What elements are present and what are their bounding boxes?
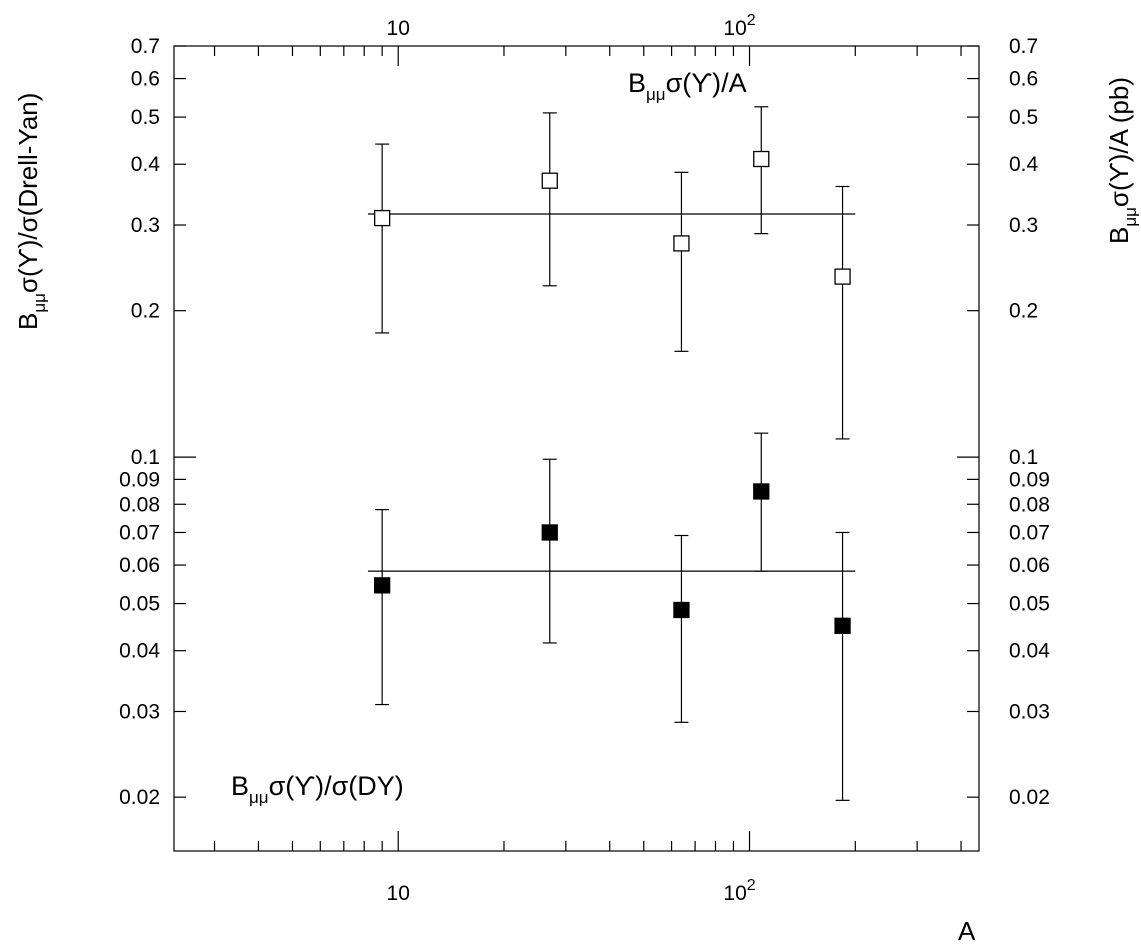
y-tick-label-right: 0.04 <box>1009 640 1050 663</box>
y-tick-label-left: 0.03 <box>119 700 160 723</box>
x-tick-label-top: 10 <box>387 17 410 40</box>
y-tick-label-right: 0.1 <box>1009 446 1038 469</box>
y-axis-title-left-prefix: B <box>13 313 43 330</box>
x-tick-label-top-base: 10 <box>723 17 746 40</box>
marker-open-square <box>834 268 851 285</box>
y-tick-label-right: 0.08 <box>1009 493 1050 516</box>
y-tick-label-left: 0.1 <box>131 446 160 469</box>
y-tick-label-right: 0.6 <box>1009 68 1038 91</box>
y-tick-label-left: 0.08 <box>119 493 160 516</box>
x-tick-label-top: 102 <box>723 12 755 40</box>
y-tick-label-right: 0.4 <box>1009 153 1039 176</box>
marker-open-square <box>541 172 558 189</box>
series-label-open: Bμμσ(ϒ)/A <box>628 68 747 104</box>
series-label-filled-prefix: B <box>231 771 249 801</box>
y-tick-label-left: 0.09 <box>119 468 160 491</box>
marker-open-square <box>374 209 391 227</box>
y-tick-label-left: 0.3 <box>131 214 160 237</box>
series-label-open-text: σ(ϒ)/A <box>666 68 747 98</box>
x-tick-label-bottom-base: 10 <box>723 882 746 905</box>
marker-filled-square <box>374 577 391 594</box>
y-tick-label-left: 0.04 <box>119 640 160 663</box>
series-label-open-sub: μμ <box>646 85 666 104</box>
y-axis-title-right: Bμμσ(ϒ)/A (pb) <box>1104 77 1140 244</box>
y-tick-label-right: 0.3 <box>1009 214 1038 237</box>
plot-frame <box>173 45 980 852</box>
y-tick-label-right: 0.5 <box>1009 106 1038 129</box>
x-tick-label-bottom: 10 <box>387 882 410 905</box>
marker-filled-square <box>673 601 690 619</box>
x-tick-label-bottom-exp: 2 <box>747 877 756 894</box>
error-bars <box>375 106 850 801</box>
marker-filled-square <box>753 483 770 500</box>
y-tick-label-right: 0.09 <box>1009 468 1050 491</box>
y-tick-label-left: 0.5 <box>131 106 160 129</box>
marker-filled-square <box>834 617 851 634</box>
x-axis-title: A <box>958 916 976 946</box>
y-axis-title-left-text: σ(ϒ)/σ(Drell-Yan) <box>13 93 43 293</box>
y-tick-label-right: 0.05 <box>1009 593 1050 616</box>
y-tick-label-left: 0.7 <box>131 35 160 58</box>
y-tick-label-right: 0.7 <box>1009 35 1038 58</box>
series-label-filled-sub: μμ <box>249 788 269 807</box>
y-tick-label-left: 0.4 <box>131 153 161 176</box>
y-axis-title-right-text: σ(ϒ)/A (pb) <box>1104 77 1134 207</box>
series-label-filled-text: σ(ϒ)/σ(DY) <box>269 771 404 801</box>
y-tick-label-left: 0.06 <box>119 554 160 577</box>
marker-filled-square <box>541 524 558 541</box>
markers <box>374 150 851 634</box>
y-axis-title-right-sub: μμ <box>1121 207 1140 227</box>
y-tick-label-left: 0.05 <box>119 593 160 616</box>
y-tick-label-left: 0.2 <box>131 300 160 323</box>
y-tick-label-right: 0.06 <box>1009 554 1050 577</box>
y-tick-label-left: 0.07 <box>119 521 160 544</box>
y-tick-label-left: 0.02 <box>119 786 160 809</box>
series-label-filled: Bμμσ(ϒ)/σ(DY) <box>231 771 404 807</box>
tick-labels: 0.02 0.02 0.03 0.03 0.04 0.04 0.05 0.05 0.06 0.06… <box>119 12 1050 905</box>
y-axis-title-left: Bμμσ(ϒ)/σ(Drell-Yan) <box>13 93 49 330</box>
marker-open-square <box>753 150 770 168</box>
x-tick-label-bottom: 102 <box>723 877 755 905</box>
y-tick-label-left: 0.6 <box>131 68 160 91</box>
series-label-open-prefix: B <box>628 68 646 98</box>
y-axis-title-right-prefix: B <box>1104 227 1134 244</box>
y-tick-label-right: 0.02 <box>1009 786 1050 809</box>
x-tick-label-top-exp: 2 <box>747 12 756 29</box>
y-tick-label-right: 0.2 <box>1009 300 1038 323</box>
y-tick-label-right: 0.07 <box>1009 521 1050 544</box>
y-tick-label-right: 0.03 <box>1009 700 1050 723</box>
marker-open-square <box>673 235 690 252</box>
fit-lines <box>367 213 856 572</box>
y-axis-title-left-sub: μμ <box>30 293 49 313</box>
ticks <box>174 45 979 851</box>
